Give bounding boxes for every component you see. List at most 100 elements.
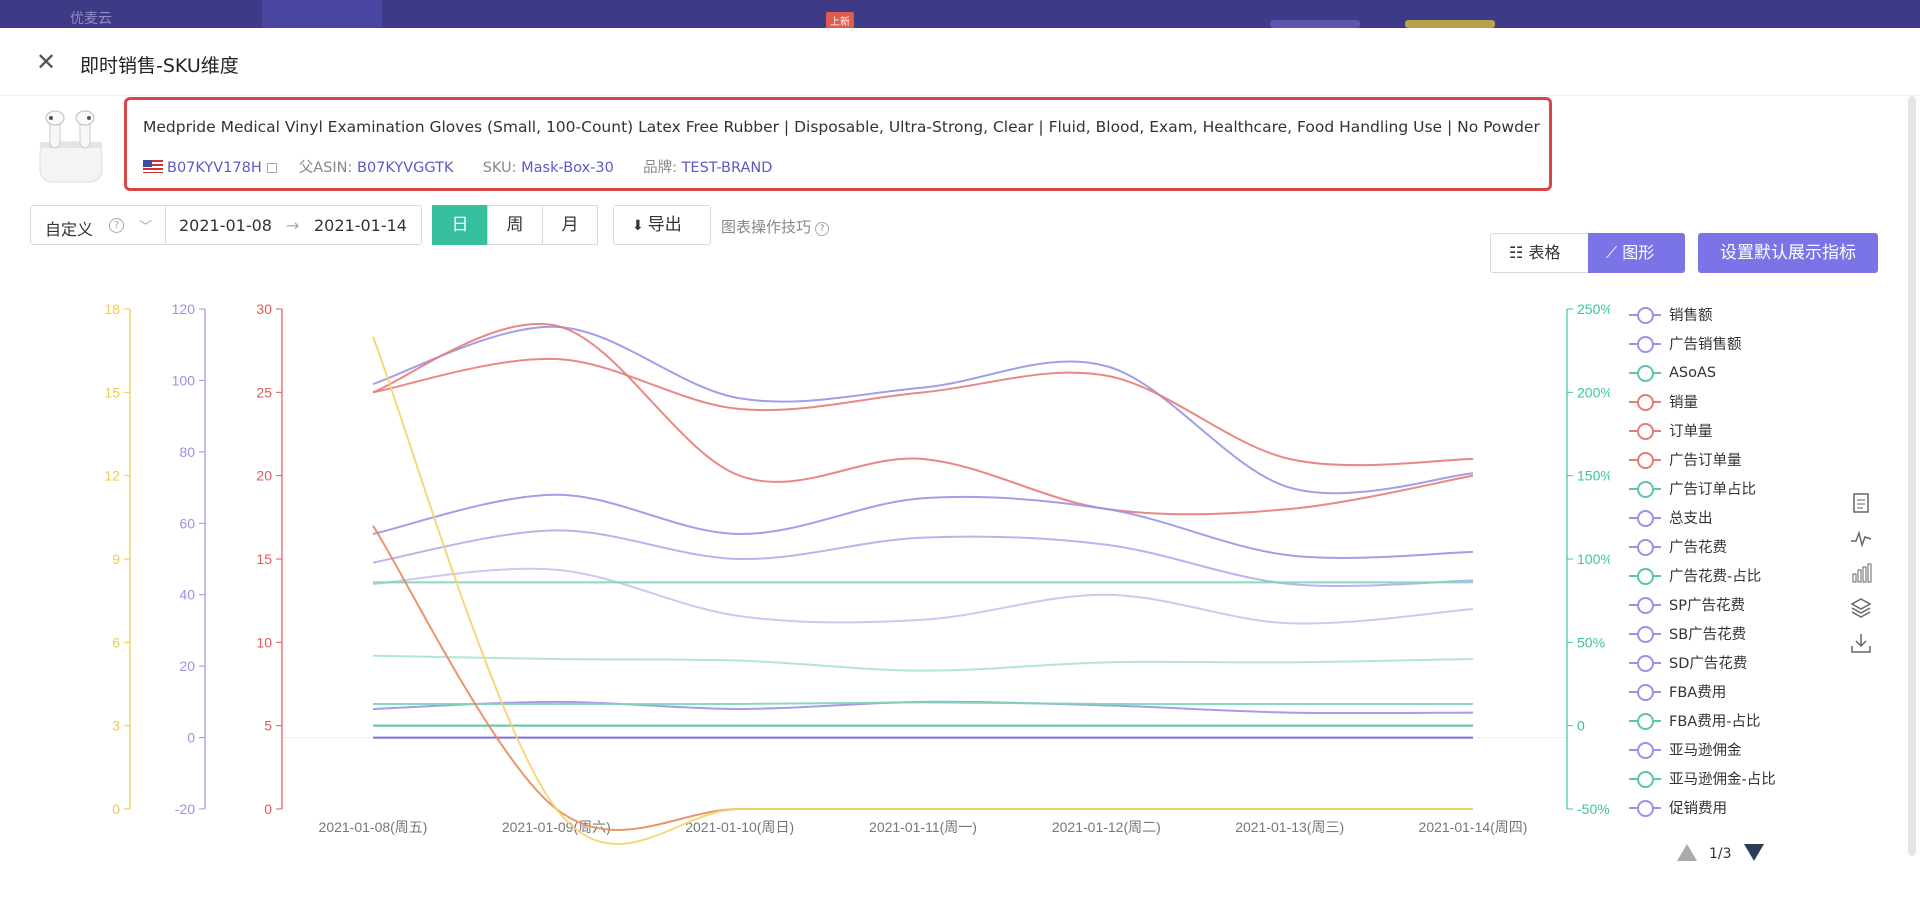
legend-pager: 1/3: [1677, 844, 1764, 862]
legend-label: 广告订单占比: [1669, 482, 1756, 498]
legend-item[interactable]: SB广告花费: [1625, 619, 1855, 648]
new-badge: 上新: [826, 12, 854, 29]
stack-icon[interactable]: [1850, 597, 1872, 619]
y-axis-tick-label: 150%: [1577, 468, 1610, 484]
legend-item[interactable]: 广告销售额: [1625, 329, 1855, 358]
date-mode-select[interactable]: 自定义: [45, 220, 94, 239]
legend-marker-icon: [1625, 421, 1665, 441]
y-axis-tick-label: 0: [112, 801, 120, 817]
y-axis-tick-label: 200%: [1577, 384, 1610, 400]
y-axis-tick-label: 0: [1577, 718, 1585, 734]
series-line: [372, 567, 1474, 625]
topbar-button-gold[interactable]: [1405, 20, 1495, 28]
parent-asin-link[interactable]: B07KYVGGTK: [357, 160, 454, 176]
data-view-icon[interactable]: [1850, 492, 1872, 514]
legend-marker-icon: [1625, 740, 1665, 760]
brand-value: TEST-BRAND: [681, 160, 773, 176]
y-axis-tick-label: 18: [104, 301, 120, 317]
y-axis-tick-label: -50%: [1577, 801, 1610, 817]
app-topbar: 优麦云 上新: [0, 0, 1920, 29]
legend-label: 亚马逊佣金-占比: [1669, 772, 1776, 788]
sku-value: Mask-Box-30: [521, 160, 614, 176]
legend-item[interactable]: SD广告花费: [1625, 648, 1855, 677]
legend-item[interactable]: FBA费用-占比: [1625, 706, 1855, 735]
legend-item[interactable]: SP广告花费: [1625, 590, 1855, 619]
legend-label: 广告订单量: [1669, 453, 1742, 469]
close-icon[interactable]: ✕: [36, 48, 57, 76]
chart-view-button[interactable]: ⟋ 图形: [1588, 233, 1685, 273]
y-axis-tick-label: 50%: [1577, 634, 1605, 650]
legend-item[interactable]: 广告花费-占比: [1625, 561, 1855, 590]
export-label: 导出: [647, 215, 682, 235]
legend-label: FBA费用-占比: [1669, 714, 1761, 730]
y-axis-tick-label: 25: [256, 384, 272, 400]
product-thumbnail: [39, 110, 103, 183]
help-icon: ?: [815, 222, 830, 236]
modal-title: 即时销售-SKU维度: [80, 55, 239, 77]
tab-day[interactable]: 日: [432, 205, 488, 245]
y-axis-tick-label: 15: [256, 551, 272, 567]
arrow-right-icon: →: [286, 216, 300, 235]
legend-item[interactable]: 广告花费: [1625, 532, 1855, 561]
legend-item[interactable]: 广告订单量: [1625, 445, 1855, 474]
page-down-icon[interactable]: [1743, 844, 1764, 861]
y-axis-tick-label: 15: [104, 384, 120, 400]
y-axis-tick-label: 12: [104, 468, 120, 484]
legend-label: SB广告花费: [1669, 627, 1747, 643]
y-axis-tick-label: 20: [179, 658, 195, 674]
line-switch-icon[interactable]: [1850, 527, 1872, 549]
legend-item[interactable]: 亚马逊佣金-占比: [1625, 764, 1855, 793]
y-axis-tick-label: 120: [172, 301, 196, 317]
asin-link[interactable]: B07KYV178H: [167, 160, 262, 176]
tab-month[interactable]: 月: [542, 205, 598, 245]
set-default-metrics-button[interactable]: 设置默认展示指标: [1698, 233, 1878, 273]
app-logo: 优麦云: [70, 11, 112, 27]
legend-label: ASoAS: [1669, 364, 1717, 381]
legend-label: 销量: [1669, 395, 1698, 411]
legend-item[interactable]: 销量: [1625, 387, 1855, 416]
y-axis-tick-label: 0: [264, 801, 272, 817]
chevron-down-icon[interactable]: ﹀: [139, 220, 153, 235]
y-axis-tick-label: 100: [172, 372, 196, 388]
legend-label: SP广告花费: [1669, 598, 1745, 614]
save-image-icon[interactable]: [1850, 632, 1872, 654]
series-line: [372, 357, 1474, 467]
legend-item[interactable]: ASoAS: [1625, 358, 1855, 387]
help-icon[interactable]: ?: [109, 218, 124, 233]
topbar-button[interactable]: [1270, 20, 1360, 28]
legend-item[interactable]: 销售额: [1625, 300, 1855, 329]
legend-marker-icon: [1625, 450, 1665, 470]
chart-tips[interactable]: 图表操作技巧?: [721, 216, 830, 237]
legend-label: 广告花费: [1669, 540, 1727, 556]
sales-line-chart: 0 3 6 9 12 15 18 -20 0 20 40 60 80 100 120 0 5 10 15 20 25 30…: [104, 301, 1610, 845]
legend-marker-icon: [1625, 334, 1665, 354]
brand-label: 品牌:: [643, 160, 677, 176]
legend-item[interactable]: 促销费用-占比: [1625, 822, 1855, 828]
product-meta: B07KYV178H 父ASIN: B07KYVGGTK SKU: Mask-Bo…: [143, 156, 772, 177]
date-range-picker[interactable]: 自定义 ? ﹀ 2021-01-08 → 2021-01-14: [30, 205, 422, 245]
product-info-box: Medpride Medical Vinyl Examination Glove…: [124, 97, 1552, 191]
legend-item[interactable]: FBA费用: [1625, 677, 1855, 706]
legend-item[interactable]: 亚马逊佣金: [1625, 735, 1855, 764]
scrollbar[interactable]: [1908, 96, 1916, 856]
start-date[interactable]: 2021-01-08: [179, 216, 272, 235]
legend-item[interactable]: 促销费用: [1625, 793, 1855, 822]
chart-tips-label: 图表操作技巧: [721, 218, 812, 236]
legend-item[interactable]: 订单量: [1625, 416, 1855, 445]
legend-marker-icon: [1625, 624, 1665, 644]
parent-asin-label: 父ASIN:: [298, 160, 353, 176]
legend-marker-icon: [1625, 363, 1665, 383]
page-up-icon[interactable]: [1677, 844, 1697, 861]
legend-item[interactable]: 总支出: [1625, 503, 1855, 532]
x-axis-tick-label: 2021-01-09(周六): [502, 819, 611, 835]
legend-label: 订单量: [1669, 424, 1713, 440]
topbar-nav-block[interactable]: [262, 0, 382, 28]
legend-label: 总支出: [1669, 511, 1713, 527]
bar-switch-icon[interactable]: [1850, 562, 1872, 584]
legend-label: 广告销售额: [1669, 337, 1742, 353]
export-button[interactable]: ⬇ 导出: [613, 205, 711, 245]
end-date[interactable]: 2021-01-14: [314, 216, 407, 235]
external-link-icon[interactable]: [266, 163, 277, 173]
table-view-label: 表格: [1528, 243, 1561, 262]
legend-item[interactable]: 广告订单占比: [1625, 474, 1855, 503]
